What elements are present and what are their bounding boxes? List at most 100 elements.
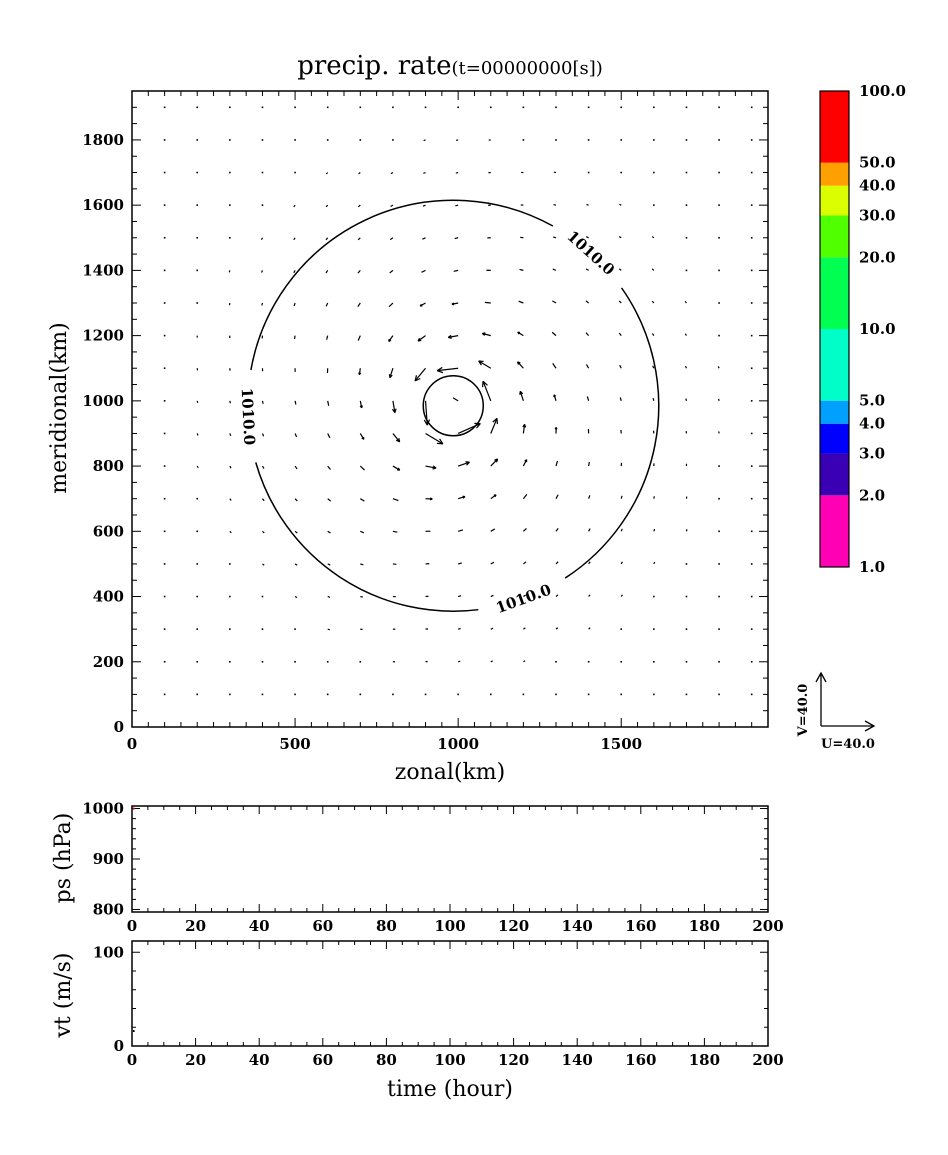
wind-vector	[491, 562, 494, 564]
wind-vector	[652, 301, 654, 303]
y-tick-label: 1800	[82, 131, 124, 149]
wind-vector	[620, 172, 622, 174]
wind-vector	[423, 205, 426, 206]
wind-vector	[164, 335, 166, 337]
wind-vector	[389, 336, 393, 342]
wind-vector	[519, 301, 524, 303]
wind-vector	[751, 367, 753, 369]
x-tick-label: 180	[689, 917, 720, 935]
wind-vector	[294, 336, 295, 339]
wind-vector	[619, 237, 621, 238]
wind-vector	[555, 139, 557, 141]
wind-vector	[328, 597, 330, 598]
wind-vector	[718, 139, 720, 141]
wind-vector	[588, 107, 590, 109]
wind-vector	[262, 694, 264, 696]
wind-vector	[619, 269, 621, 271]
wind-vector	[619, 301, 621, 303]
wind-vector	[751, 498, 753, 500]
wind-vector	[164, 465, 166, 467]
wind-vector	[229, 237, 231, 239]
wind-vector	[262, 628, 264, 630]
wind-vector	[229, 172, 231, 174]
wind-vector	[751, 172, 753, 174]
wind-vector	[751, 302, 753, 304]
wind-vector	[392, 107, 394, 109]
wind-vector	[262, 303, 263, 306]
wind-vector	[552, 301, 556, 303]
wind-vector	[164, 237, 166, 239]
wind-vector	[686, 366, 687, 368]
wind-vector	[491, 595, 494, 596]
wind-vector	[589, 562, 591, 564]
wind-vector	[621, 562, 622, 564]
wind-vector	[294, 628, 296, 630]
y-tick-label: 900	[93, 850, 124, 868]
wind-vector	[653, 107, 655, 109]
x-tick-label: 140	[562, 1051, 593, 1069]
wind-vector	[718, 335, 720, 337]
wind-vector	[751, 400, 753, 402]
wind-vector	[295, 401, 296, 405]
wind-vector	[586, 204, 588, 205]
wind-vector	[621, 595, 622, 597]
wind-vector	[295, 531, 297, 533]
wind-vector	[586, 301, 589, 303]
wind-vector	[553, 269, 556, 270]
wind-vector	[751, 661, 753, 663]
wind-vector	[328, 466, 331, 469]
wind-vector	[230, 433, 231, 435]
x-tick-label: 200	[752, 1051, 783, 1069]
wind-vector	[686, 270, 688, 272]
wind-vector	[196, 661, 198, 663]
wind-vector	[458, 628, 460, 629]
v-reference-label: V=40.0	[796, 684, 811, 738]
wind-vector	[751, 596, 753, 598]
wind-vector	[328, 531, 331, 533]
wind-vector	[262, 107, 264, 109]
u-reference-label: U=40.0	[821, 737, 875, 752]
wind-vector	[619, 204, 621, 205]
y-tick-label: 1000	[82, 800, 124, 818]
wind-vector	[556, 562, 558, 564]
x-tick-label: 60	[312, 1051, 333, 1069]
x-tick-label: 0	[127, 1051, 137, 1069]
wind-vector	[425, 694, 427, 696]
wind-vector	[490, 694, 492, 696]
y-tick-label: 0	[114, 1037, 124, 1055]
wind-vector	[294, 172, 296, 174]
contour-line	[423, 376, 483, 436]
wind-vector	[164, 400, 166, 402]
wind-vector	[458, 530, 463, 531]
wind-vector	[556, 595, 558, 597]
x-tick-label: 80	[376, 1051, 397, 1069]
wind-vector	[262, 499, 264, 501]
wind-vector	[197, 466, 198, 468]
wind-vector	[327, 139, 329, 141]
colorbar-tick-label: 5.0	[859, 392, 885, 410]
wind-vector	[555, 661, 557, 663]
colorbar-swatch	[820, 91, 849, 163]
wind-vector	[262, 204, 264, 206]
wind-vector	[523, 528, 526, 531]
wind-vector	[358, 336, 360, 341]
wind-vector	[654, 562, 655, 564]
wind-vector	[360, 401, 362, 408]
wind-vector	[262, 270, 263, 272]
contour-label: 1010.0	[493, 581, 553, 618]
x-tick-label: 1000	[437, 735, 479, 753]
wind-vector	[718, 270, 720, 272]
wind-vector	[196, 694, 198, 696]
wind-vector	[294, 270, 295, 272]
wind-vector	[686, 628, 688, 630]
x-axis-label: zonal(km)	[395, 760, 506, 785]
wind-vector	[294, 238, 295, 240]
wind-vector	[262, 661, 264, 663]
wind-vector	[393, 531, 397, 532]
wind-vector	[686, 694, 688, 696]
colorbar-swatch	[820, 424, 849, 454]
wind-vector	[751, 204, 753, 206]
x-tick-label: 80	[376, 917, 397, 935]
colorbar-tick-label: 10.0	[859, 320, 896, 338]
